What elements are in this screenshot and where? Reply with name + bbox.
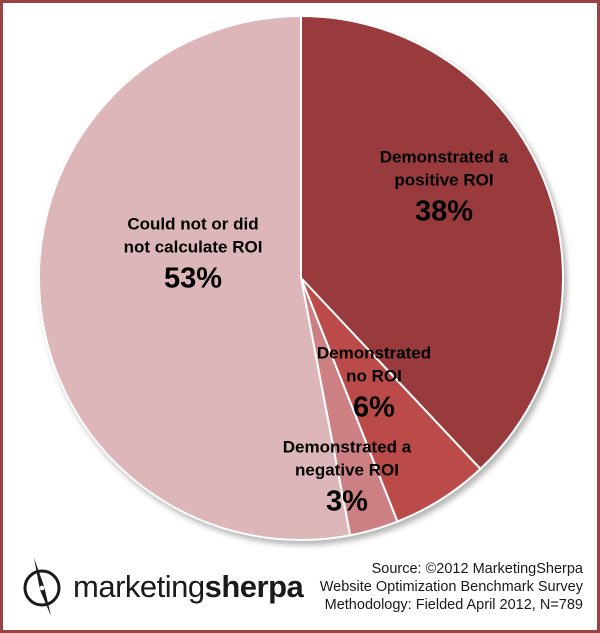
pie-slice-could-not-or-did-not-calculate-roi <box>38 15 352 541</box>
slice-label-text: negative ROI <box>295 460 399 480</box>
slice-value: 6% <box>353 391 395 424</box>
slice-label-positive-roi: Demonstrated a positive ROI 38% <box>380 146 508 229</box>
logo-text-marketing: marketing <box>73 569 205 604</box>
logo-text-sherpa: sherpa <box>204 569 304 604</box>
slice-label-negative-roi: Demonstrated a negative ROI 3% <box>283 436 411 519</box>
slice-label-could-not-calculate: Could not or did not calculate ROI 53% <box>124 213 263 296</box>
slice-label-text: positive ROI <box>394 170 494 190</box>
slice-label-text: Demonstrated a <box>379 147 509 167</box>
source-attribution: Source: ©2012 MarketingSherpa Website Op… <box>320 560 583 614</box>
slice-label-text: no ROI <box>346 366 402 386</box>
slice-label-text: Demonstrated <box>316 343 432 363</box>
source-line-2: Website Optimization Benchmark Survey <box>319 579 583 595</box>
compass-icon <box>23 558 61 616</box>
source-line-1: Source: ©2012 MarketingSherpa <box>371 561 583 577</box>
slice-value: 53% <box>163 262 223 295</box>
pie-chart <box>38 15 564 541</box>
pie-slice-demonstrated-a-positive-roi <box>300 15 564 470</box>
source-line-3: Methodology: Fielded April 2012, N=789 <box>324 597 583 613</box>
slice-label-text: Demonstrated a <box>282 437 412 457</box>
logo-text: marketingsherpa <box>73 569 304 605</box>
slice-label-text: Could not or did <box>127 214 259 234</box>
marketingsherpa-logo: marketingsherpa <box>17 556 304 618</box>
slice-value: 3% <box>326 485 368 518</box>
slice-label-text: not calculate ROI <box>123 237 263 257</box>
slice-label-no-roi: Demonstrated no ROI 6% <box>317 342 431 425</box>
slice-value: 38% <box>414 195 474 228</box>
